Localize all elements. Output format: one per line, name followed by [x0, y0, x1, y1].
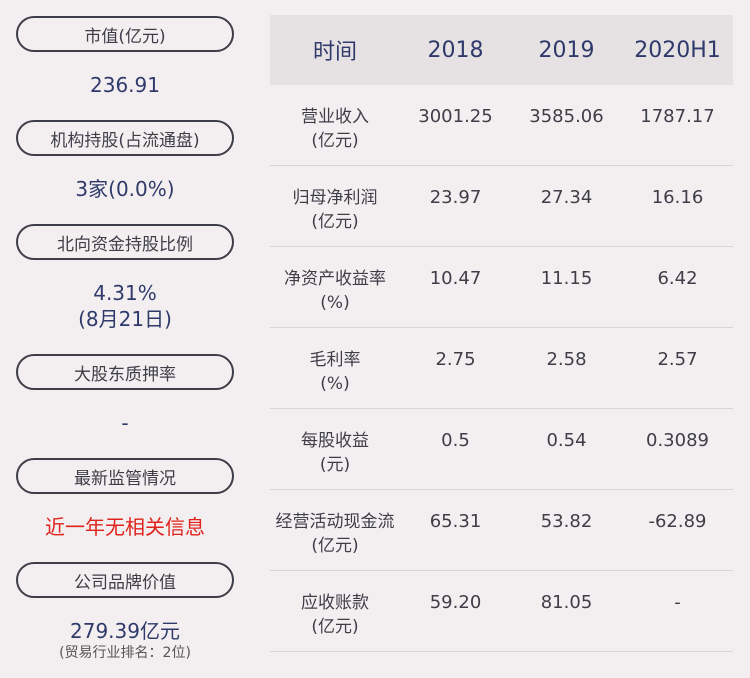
row-value: 27.34 [540, 187, 593, 208]
row-value: 81.05 [540, 592, 593, 613]
institutional-holding-value: 3家(0.0%) [75, 177, 175, 201]
row-label: 营业收入 (亿元) [301, 107, 369, 151]
header-2019: 2019 [538, 37, 595, 63]
brand-value-note: (贸易行业排名：2位) [59, 645, 191, 661]
table-header: 时间 2018 2019 2020H1 [270, 15, 733, 85]
row-label: 经营活动现金流 (亿元) [275, 512, 395, 556]
row-value: 10.47 [429, 268, 482, 289]
northbound-holding-value: 4.31% [93, 281, 157, 305]
row-label: 净资产收益率 (%) [284, 269, 386, 313]
table-row: 应收账款 (亿元) 59.20 81.05 - [270, 571, 733, 652]
northbound-holding-label: 北向资金持股比例 [16, 224, 234, 260]
row-value: 3585.06 [529, 106, 604, 127]
table-row: 经营活动现金流 (亿元) 65.31 53.82 -62.89 [270, 490, 733, 571]
market-cap-value: 236.91 [90, 73, 160, 97]
northbound-holding-date: (8月21日) [78, 307, 172, 331]
table-row: 每股收益 (元) 0.5 0.54 0.3089 [270, 409, 733, 490]
table-row: 净资产收益率 (%) 10.47 11.15 6.42 [270, 247, 733, 328]
row-label: 归母净利润 (亿元) [292, 188, 378, 232]
row-value: 0.5 [441, 430, 470, 451]
pledge-rate-value: - [121, 411, 129, 435]
row-label: 每股收益 (元) [301, 431, 369, 475]
table-row: 毛利率 (%) 2.75 2.58 2.57 [270, 328, 733, 409]
header-2018: 2018 [427, 37, 484, 63]
row-value: 2.57 [657, 349, 698, 370]
left-panel: 市值(亿元) 236.91 机构持股(占流通盘) 3家(0.0%) 北向资金持股… [0, 0, 250, 678]
table-row: 归母净利润 (亿元) 23.97 27.34 16.16 [270, 166, 733, 247]
row-value: 2.75 [435, 349, 476, 370]
regulatory-value: 近一年无相关信息 [45, 515, 205, 539]
row-label: 应收账款 (亿元) [301, 593, 369, 637]
row-value: 6.42 [657, 268, 698, 289]
regulatory-label: 最新监管情况 [16, 458, 234, 494]
row-value: 0.54 [546, 430, 587, 451]
institutional-holding-label: 机构持股(占流通盘) [16, 120, 234, 156]
row-value: 2.58 [546, 349, 587, 370]
row-value: 3001.25 [418, 106, 493, 127]
financials-table: 时间 2018 2019 2020H1 营业收入 (亿元) 3001.25 358… [270, 15, 733, 652]
row-value: - [674, 592, 681, 613]
row-value: 0.3089 [646, 430, 709, 451]
row-value: 23.97 [429, 187, 482, 208]
row-value: 1787.17 [640, 106, 715, 127]
brand-value-value: 279.39亿元 [70, 619, 180, 643]
row-value: 65.31 [429, 511, 482, 532]
row-value: 59.20 [429, 592, 482, 613]
pledge-rate-label: 大股东质押率 [16, 354, 234, 390]
row-value: 16.16 [651, 187, 704, 208]
header-2020h1: 2020H1 [634, 37, 721, 63]
row-value: -62.89 [648, 511, 707, 532]
row-label: 毛利率 (%) [309, 350, 361, 394]
row-value: 53.82 [540, 511, 593, 532]
market-cap-label: 市值(亿元) [16, 16, 234, 52]
brand-value-label: 公司品牌价值 [16, 562, 234, 598]
table-row: 营业收入 (亿元) 3001.25 3585.06 1787.17 [270, 85, 733, 166]
header-time: 时间 [312, 40, 357, 65]
row-value: 11.15 [540, 268, 593, 289]
